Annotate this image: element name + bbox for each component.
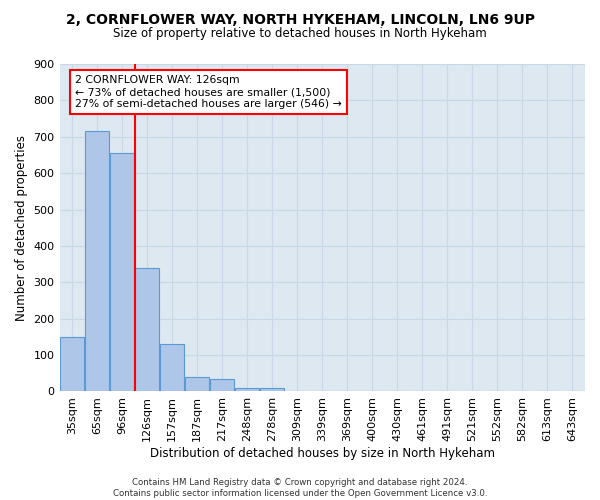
Y-axis label: Number of detached properties: Number of detached properties (15, 134, 28, 320)
Bar (135, 268, 159, 392)
Bar (110, 153, 134, 392)
Text: Contains HM Land Registry data © Crown copyright and database right 2024.
Contai: Contains HM Land Registry data © Crown c… (113, 478, 487, 498)
Bar (85, 132, 109, 392)
Text: 2, CORNFLOWER WAY, NORTH HYKEHAM, LINCOLN, LN6 9UP: 2, CORNFLOWER WAY, NORTH HYKEHAM, LINCOL… (65, 12, 535, 26)
X-axis label: Distribution of detached houses by size in North Hykeham: Distribution of detached houses by size … (150, 447, 495, 460)
Text: Size of property relative to detached houses in North Hykeham: Size of property relative to detached ho… (113, 28, 487, 40)
Bar (185, 377, 209, 392)
Bar (60, 337, 84, 392)
Text: 2 CORNFLOWER WAY: 126sqm
← 73% of detached houses are smaller (1,500)
27% of sem: 2 CORNFLOWER WAY: 126sqm ← 73% of detach… (76, 76, 342, 108)
Bar (160, 344, 184, 392)
Bar (210, 378, 234, 392)
Bar (260, 388, 284, 392)
Bar (235, 388, 259, 392)
